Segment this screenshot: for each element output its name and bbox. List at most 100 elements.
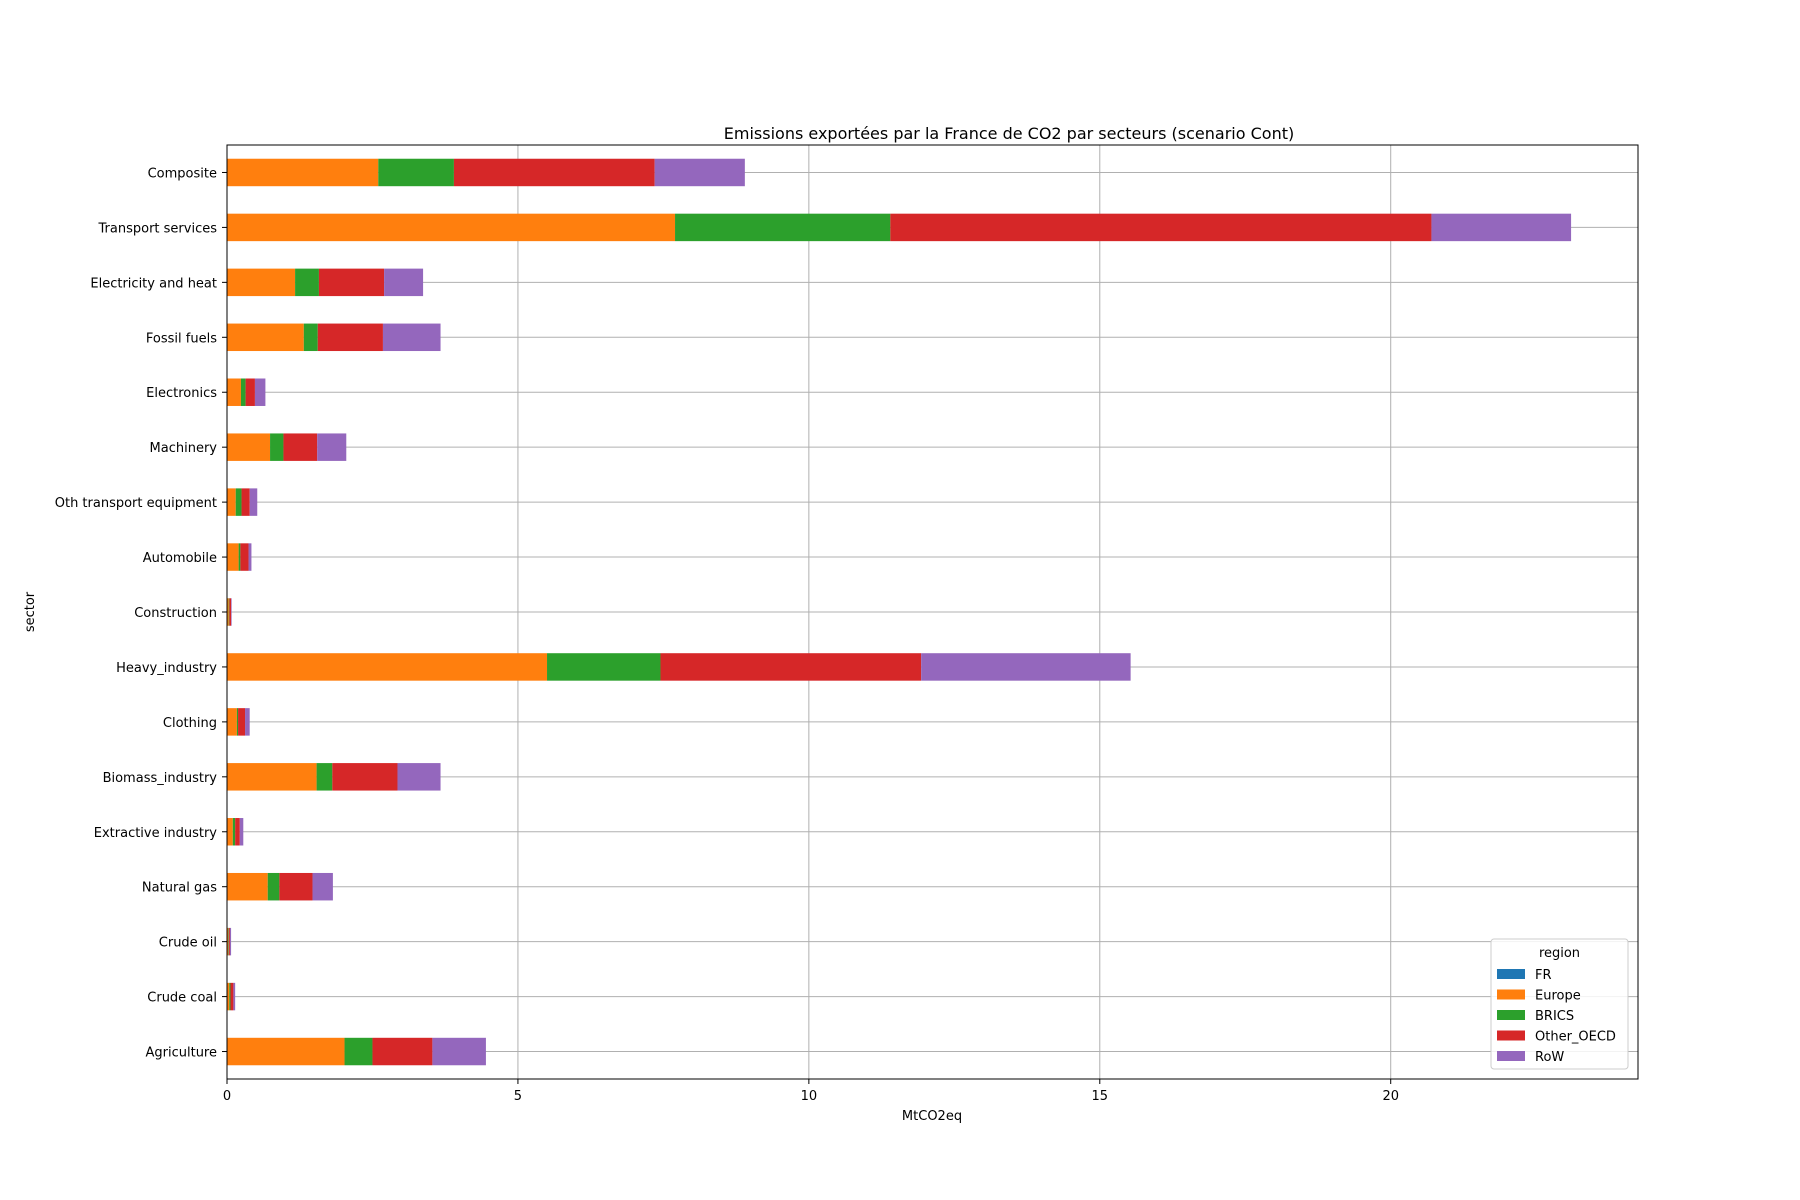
- bar-segment-row: [231, 598, 232, 626]
- bar-segment-other-oecd: [240, 543, 249, 571]
- bar-segment-europe: [227, 598, 229, 626]
- bar-segment-row: [1431, 213, 1572, 242]
- bar-segment-brics: [235, 488, 242, 516]
- bar-segment-other-oecd: [453, 158, 655, 187]
- bar-segment-brics: [228, 598, 230, 626]
- bar-segment-other-oecd: [238, 708, 246, 736]
- y-axis-ticks: Composite Transport services Electricity a…: [55, 166, 227, 1061]
- bar-segment-europe: [227, 543, 239, 571]
- y-tick-label: Crude coal: [147, 991, 217, 1006]
- bar-segment-brics: [547, 653, 661, 681]
- bar-segment-other-oecd: [279, 872, 313, 901]
- x-axis-label: MtCO2eq: [902, 1109, 962, 1124]
- bar-segment-other-oecd: [660, 653, 922, 681]
- bar-segment-europe: [227, 763, 317, 791]
- bar-segment-other-oecd: [890, 213, 1432, 242]
- bar-segment-brics: [236, 708, 239, 736]
- bar-segment-row: [248, 543, 252, 571]
- x-tick-label: 0: [223, 1089, 231, 1104]
- legend-swatch: [1497, 1010, 1525, 1020]
- x-axis-ticks: 0 5 10 15 20: [223, 1079, 1399, 1104]
- bar-segment-brics: [316, 763, 333, 791]
- bar-segment-brics: [303, 323, 318, 352]
- bar-segment-row: [921, 653, 1131, 681]
- bar-segment-europe: [227, 1037, 345, 1066]
- bar-segment-brics: [270, 433, 284, 461]
- bar-segment-other-oecd: [283, 433, 318, 461]
- legend-entry: Other_OECD: [1535, 1030, 1616, 1045]
- bar-segment-other-oecd: [228, 927, 230, 956]
- y-tick-label: Agriculture: [146, 1046, 218, 1061]
- legend-title: region: [1539, 946, 1580, 961]
- y-tick-label: Fossil fuels: [146, 331, 217, 346]
- legend-entry: Europe: [1535, 989, 1581, 1004]
- bar-segment-brics: [229, 982, 231, 1011]
- legend-entry: RoW: [1535, 1050, 1564, 1065]
- bar-segment-europe: [227, 872, 268, 901]
- bar-segment-row: [254, 378, 266, 406]
- bar-segment-row: [245, 708, 250, 736]
- legend: region FR Europe BRICS Other_OECD RoW: [1490, 938, 1629, 1070]
- x-tick-label: 15: [1092, 1089, 1109, 1104]
- bar-segment-other-oecd: [332, 763, 398, 791]
- bar-segment-other-oecd: [245, 378, 255, 406]
- y-tick-label: Heavy_industry: [116, 661, 217, 676]
- legend-entry: FR: [1535, 968, 1552, 983]
- y-tick-label: Composite: [148, 166, 217, 181]
- bar-segment-brics: [344, 1037, 373, 1066]
- bars: [227, 158, 1572, 1066]
- bar-segment-row: [397, 763, 441, 791]
- bar-segment-other-oecd: [317, 323, 383, 352]
- bar-segment-row: [317, 433, 347, 461]
- bar-segment-europe: [227, 158, 379, 187]
- bar-segment-row: [384, 268, 424, 297]
- x-tick-label: 20: [1382, 1089, 1399, 1104]
- bar-segment-other-oecd: [241, 488, 250, 516]
- x-tick-label: 10: [801, 1089, 818, 1104]
- bar-segment-europe: [227, 708, 237, 736]
- bar-segment-brics: [295, 268, 319, 297]
- y-tick-label: Automobile: [143, 551, 217, 566]
- legend-swatch: [1497, 1030, 1525, 1041]
- bar-segment-other-oecd: [372, 1037, 433, 1066]
- bar-segment-europe: [227, 927, 229, 956]
- legend-swatch: [1497, 1051, 1525, 1061]
- bar-segment-other-oecd: [318, 268, 385, 297]
- y-tick-label: Construction: [134, 606, 217, 621]
- bar-segment-brics: [232, 818, 236, 846]
- y-axis-label: sector: [23, 591, 38, 632]
- y-tick-label: Machinery: [150, 441, 218, 456]
- bar-segment-europe: [227, 268, 296, 297]
- bar-segment-brics: [228, 927, 229, 956]
- x-tick-label: 5: [514, 1089, 522, 1104]
- bar-segment-europe: [227, 378, 241, 406]
- bar-segment-brics: [267, 872, 280, 901]
- bar-segment-other-oecd: [235, 818, 240, 846]
- bar-segment-other-oecd: [230, 982, 234, 1011]
- y-tick-label: Biomass_industry: [103, 771, 218, 786]
- bar-segment-brics: [240, 378, 246, 406]
- y-tick-label: Electricity and heat: [90, 276, 217, 291]
- y-tick-label: Clothing: [163, 716, 217, 731]
- bar-segment-row: [249, 488, 258, 516]
- bar-segment-europe: [227, 488, 236, 516]
- bar-segment-other-oecd: [229, 598, 232, 626]
- bar-segment-row: [233, 982, 236, 1011]
- legend-entry: BRICS: [1535, 1009, 1574, 1024]
- bar-segment-row: [239, 818, 244, 846]
- y-tick-label: Crude oil: [159, 936, 217, 951]
- bar-segment-europe: [227, 213, 676, 242]
- bar-segment-europe: [227, 433, 271, 461]
- bar-segment-row: [229, 927, 232, 956]
- legend-swatch: [1497, 969, 1525, 979]
- bar-segment-europe: [227, 982, 230, 1011]
- bar-segment-row: [432, 1037, 486, 1066]
- bar-segment-europe: [227, 653, 548, 681]
- y-tick-label: Extractive industry: [94, 826, 218, 841]
- bar-segment-row: [312, 872, 333, 901]
- bar-segment-brics: [675, 213, 891, 242]
- y-tick-label: Electronics: [146, 386, 217, 401]
- bar-segment-europe: [227, 323, 304, 352]
